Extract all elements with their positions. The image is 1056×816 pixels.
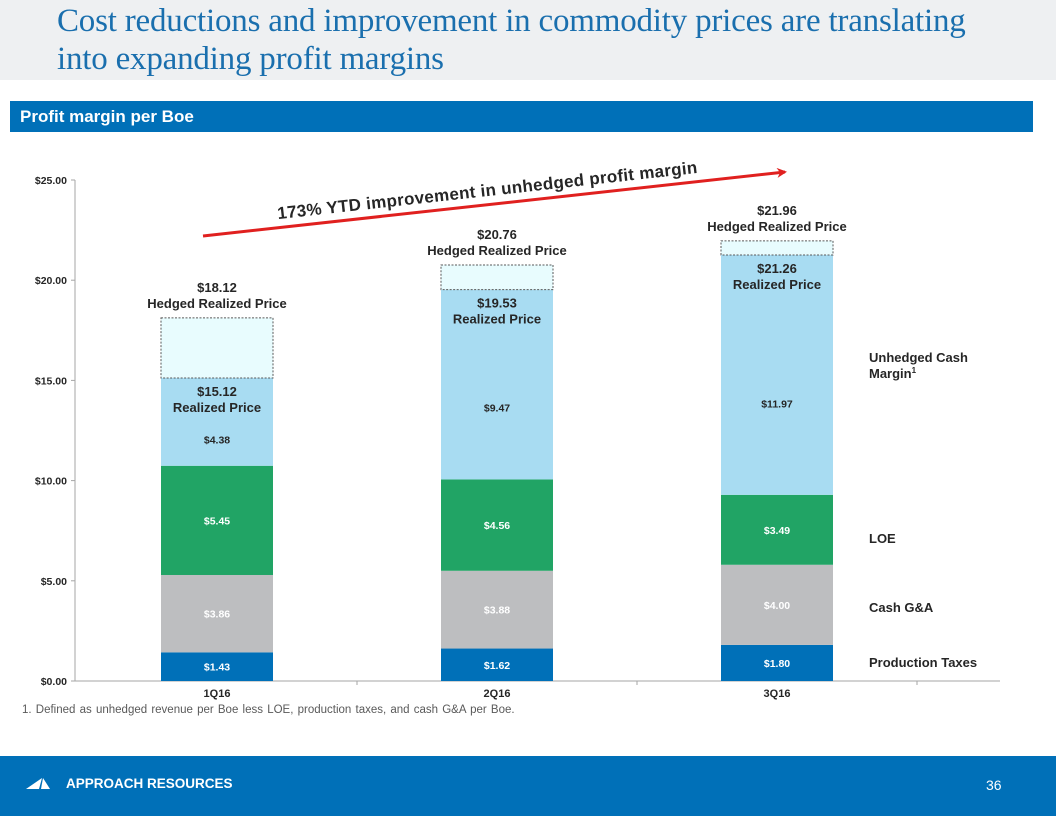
trend-arrow — [202, 167, 787, 238]
realized-price-value: $15.12 — [197, 384, 237, 399]
bar-segment-unhedged-cash-margin — [441, 289, 553, 480]
y-tick-label: $10.00 — [35, 476, 67, 488]
page-title: Cost reductions and improvement in commo… — [57, 3, 966, 77]
realized-price-caption: Realized Price — [733, 277, 821, 292]
data-label: $9.47 — [484, 402, 510, 414]
hedged-price-caption: Hedged Realized Price — [427, 243, 566, 258]
data-label: $4.38 — [204, 434, 230, 446]
bar-segment-hedge-gain — [720, 240, 834, 256]
annotation-text: 173% YTD improvement in unhedged profit … — [276, 158, 698, 223]
bar-segment-hedge-gain — [160, 317, 274, 379]
approach-logo-icon — [26, 778, 50, 789]
data-label: $11.97 — [761, 399, 793, 411]
bar-segment-production-taxes — [161, 652, 273, 681]
y-tick-label: $15.00 — [35, 375, 67, 387]
footnote: 1. Defined as unhedged revenue per Boe l… — [22, 704, 515, 716]
data-label: $1.62 — [484, 660, 510, 672]
footer-bar — [0, 756, 1056, 816]
legend-entry-cash-g-a: Cash G&A — [869, 600, 934, 615]
y-tick-label: $0.00 — [41, 676, 67, 688]
bar-segment-hedge-gain — [440, 264, 554, 291]
legend-entry-unhedged-cash-margin-line1: Unhedged Cash — [869, 350, 968, 365]
x-tick-label: 2Q16 — [484, 688, 511, 700]
section-header-bar — [10, 101, 1033, 132]
data-label: $4.56 — [484, 520, 510, 532]
hedged-price-value: $21.96 — [757, 203, 797, 218]
chart-annotation: 173% YTD improvement in unhedged profit … — [202, 158, 787, 238]
hedged-price-caption: Hedged Realized Price — [707, 219, 846, 234]
hedged-price-caption: Hedged Realized Price — [147, 296, 286, 311]
title-band — [0, 0, 1056, 80]
realized-price-caption: Realized Price — [173, 400, 261, 415]
bar-segment-production-taxes — [721, 644, 833, 681]
bar-segment-production-taxes — [441, 648, 553, 681]
footnote-marker: 1 — [912, 366, 917, 375]
section-header-label: Profit margin per Boe — [20, 107, 194, 126]
x-tick-label: 3Q16 — [764, 688, 791, 700]
bar-segment-loe — [441, 479, 553, 571]
bar-segment-cash-g-a — [441, 570, 553, 649]
realized-price-caption: Realized Price — [453, 312, 541, 327]
bar-segment-unhedged-cash-margin — [161, 377, 273, 466]
bar-segment-loe — [721, 494, 833, 565]
legend-entry-production-taxes: Production Taxes — [869, 655, 977, 670]
x-tick-label: 1Q16 — [204, 688, 231, 700]
data-label: $3.86 — [204, 609, 230, 621]
hedged-price-value: $18.12 — [197, 280, 237, 295]
hedged-price-value: $20.76 — [477, 227, 517, 242]
legend-entry-loe: LOE — [869, 531, 896, 546]
footer-brand: APPROACH RESOURCES — [66, 776, 233, 791]
chart-bars — [160, 240, 834, 681]
y-tick-label: $20.00 — [35, 275, 67, 287]
data-label: $1.80 — [764, 658, 790, 670]
data-label: $3.49 — [764, 525, 790, 537]
profit-margin-chart: $0.00 $5.00 $10.00 $15.00 $20.00 $25.00 1Q16 2Q… — [35, 158, 1000, 700]
y-tick-label: $25.00 — [35, 175, 67, 187]
bar-segment-unhedged-cash-margin — [721, 254, 833, 495]
bar-segment-loe — [161, 465, 273, 575]
data-label: $3.88 — [484, 605, 510, 617]
realized-price-value: $21.26 — [757, 261, 797, 276]
page-number: 36 — [986, 777, 1002, 793]
legend-entry-unhedged-cash-margin-line2: Margin1 — [869, 366, 917, 381]
y-tick-label: $5.00 — [41, 576, 67, 588]
data-label: $4.00 — [764, 600, 790, 612]
data-label: $5.45 — [204, 515, 230, 527]
data-label: $1.43 — [204, 662, 230, 674]
bar-segment-cash-g-a — [161, 574, 273, 653]
realized-price-value: $19.53 — [477, 296, 517, 311]
bar-segment-cash-g-a — [721, 564, 833, 645]
